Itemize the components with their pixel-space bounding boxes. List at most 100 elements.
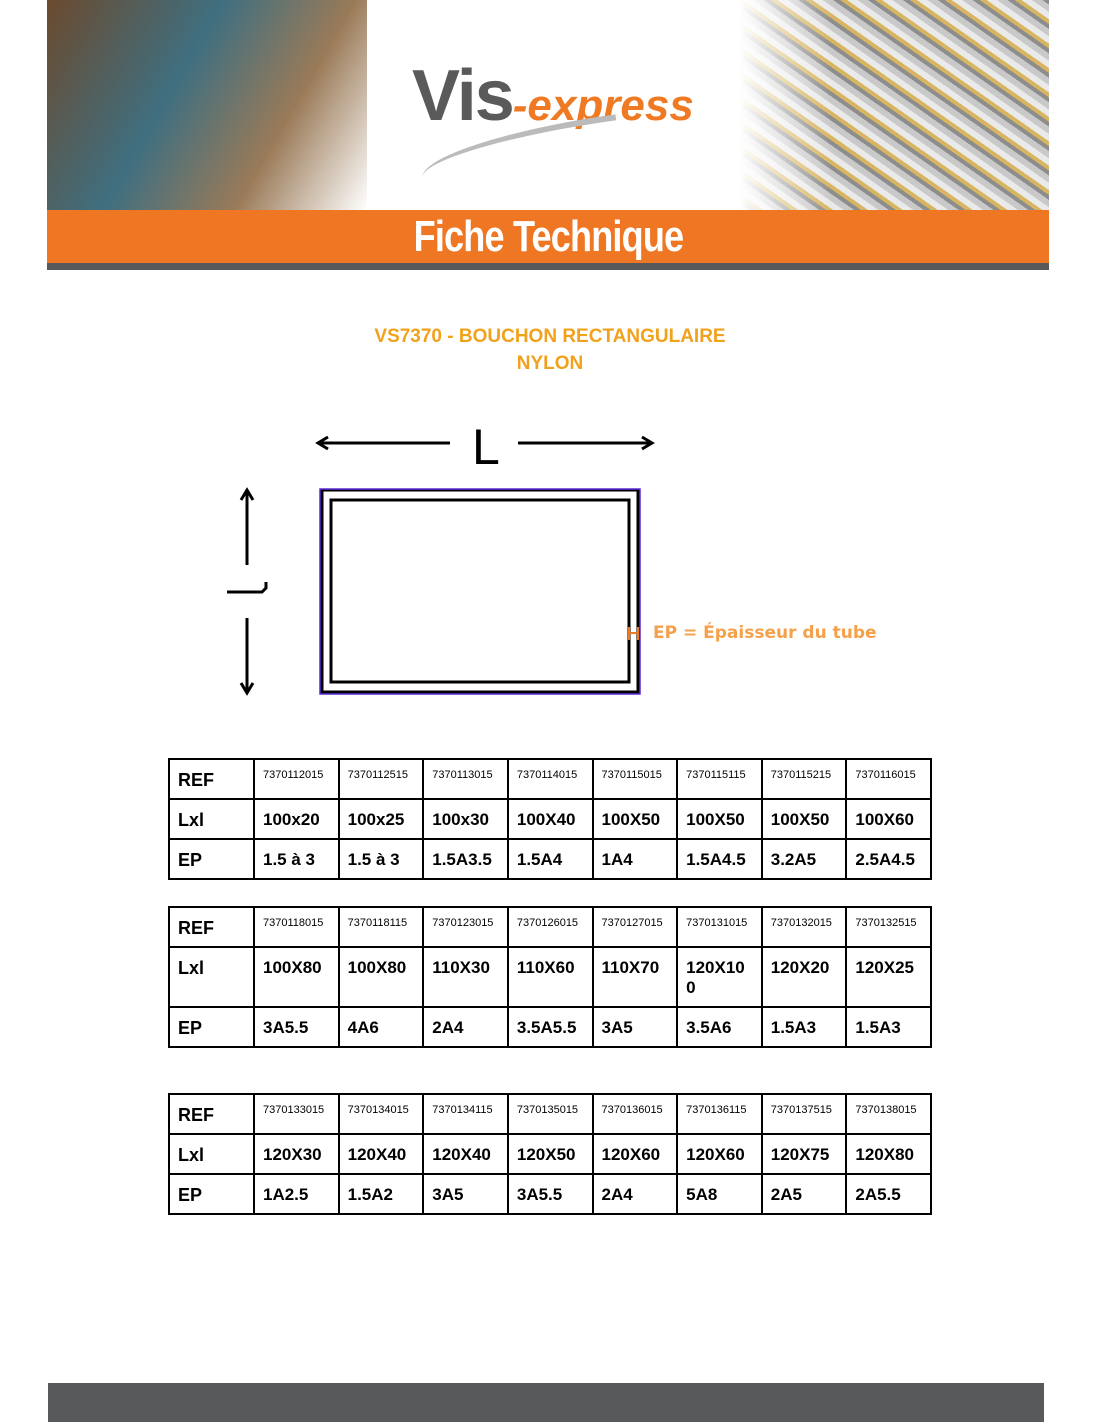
ep-legend: EP = Épaisseur du tube [653,623,877,643]
cell-lxl: 110X70 [591,946,679,1008]
cell-lxl: 120X100 [676,946,763,1008]
cell-ref: 7370115015 [591,758,679,800]
screws-photo [739,0,1049,210]
cell-ref: 7370137515 [760,1093,848,1135]
table-row-ref: REF 7370133015 7370134015 7370134115 7370135… [168,1093,932,1135]
cell-ep: 2A5.5 [845,1173,932,1215]
cell-ref: 7370138015 [845,1093,932,1135]
cell-ep: 3.5A6 [676,1006,763,1048]
cell-ep: 1.5 à 3 [253,838,340,880]
selection-outline [319,488,641,695]
row-label: REF [168,1093,255,1135]
cell-lxl: 100x25 [337,798,425,840]
cell-ep: 2A5 [760,1173,848,1215]
table-row-ref: REF 7370112015 7370112515 7370113015 7370114… [168,758,932,800]
cell-lxl: 120X50 [506,1133,594,1175]
cell-ref: 7370114015 [506,758,594,800]
table-row-lxl: Lxl 100x20 100x25 100x30 100X40 100X50 100X50 1… [168,798,932,840]
cell-ep: 1A4 [591,838,679,880]
cell-lxl: 110X60 [506,946,594,1008]
outer-rectangle [320,488,640,694]
inner-rectangle [329,498,631,684]
row-label: Lxl [168,798,255,840]
table-row-lxl: Lxl 120X30 120X40 120X40 120X50 120X60 120X60 1… [168,1133,932,1175]
cell-lxl: 120X25 [845,946,932,1008]
cell-lxl: 100X80 [253,946,340,1008]
cell-lxl: 100X50 [591,798,679,840]
arrowhead-left [315,435,329,451]
cell-ref: 7370123015 [422,906,509,948]
spec-table-3: REF 7370133015 7370134015 7370134115 7370135… [168,1093,932,1215]
footer-bar [48,1383,1044,1422]
arrowhead-down [239,682,255,696]
cell-lxl: 120X60 [591,1133,679,1175]
cell-ep: 1.5 à 3 [337,838,425,880]
cell-lxl: 120X60 [676,1133,763,1175]
cell-ep: 3A5 [422,1173,509,1215]
cell-lxl: 120X80 [845,1133,932,1175]
cell-ref: 7370135015 [506,1093,594,1135]
table-row-ep: EP 1.5 à 3 1.5 à 3 1.5A3.5 1.5A4 1A4 1.5A4.5 3.… [168,838,932,880]
header-banner: Vis-express Fiche Technique [47,0,1049,270]
cell-lxl: 120X40 [337,1133,425,1175]
cell-ep: 1.5A2 [337,1173,425,1215]
cell-lxl: 120X75 [760,1133,848,1175]
banner-title: Fiche Technique [413,212,684,261]
cell-lxl: 100x20 [253,798,340,840]
cell-ref: 7370134015 [337,1093,425,1135]
cell-lxl: 100X50 [676,798,763,840]
cell-ep: 3A5 [591,1006,679,1048]
length-label: L [472,419,500,475]
cell-ep: 2A4 [422,1006,509,1048]
arrowhead-up [239,487,255,501]
row-label: EP [168,1173,255,1215]
cell-ep: 3A5.5 [506,1173,594,1215]
cell-ep: 3.2A5 [760,838,848,880]
cell-ep: 1.5A4 [506,838,594,880]
banner-divider [47,263,1049,270]
cell-ref: 7370113015 [422,758,509,800]
cell-ref: 7370131015 [676,906,763,948]
cell-lxl: 100X60 [845,798,932,840]
cell-ref: 7370118015 [253,906,340,948]
logo: Vis-express [412,55,694,137]
cell-ep: 4A6 [337,1006,425,1048]
cell-lxl: 120X40 [422,1133,509,1175]
cell-ep: 1.5A3 [760,1006,848,1048]
cell-ref: 7370136015 [591,1093,679,1135]
cell-ref: 7370118115 [337,906,425,948]
cell-ref: 7370132515 [845,906,932,948]
row-label: Lxl [168,946,255,1008]
cell-ref: 7370112015 [253,758,340,800]
cell-ref: 7370115215 [760,758,848,800]
spec-table-1: REF 7370112015 7370112515 7370113015 7370114… [168,758,932,880]
logo-main: Vis [412,56,515,136]
logo-suffix: -express [512,81,694,130]
row-label: EP [168,838,255,880]
banner-title-bar: Fiche Technique [47,210,1049,263]
cell-ep: 5A8 [676,1173,763,1215]
cell-lxl: 100X80 [337,946,425,1008]
cell-ep: 2A4 [591,1173,679,1215]
spec-table-2: REF 7370118015 7370118115 7370123015 7370126… [168,906,932,1048]
row-label: REF [168,758,255,800]
cell-ref: 7370126015 [506,906,594,948]
cell-ep: 3A5.5 [253,1006,340,1048]
row-label: Lxl [168,1133,255,1175]
dimension-diagram [227,435,655,696]
product-title-line2: NYLON [516,353,584,374]
table-row-lxl: Lxl 100X80 100X80 110X30 110X60 110X70 120X100… [168,946,932,1008]
cell-ref: 7370115115 [676,758,763,800]
cell-lxl: 110X30 [422,946,509,1008]
cell-ep: 3.5A5.5 [506,1006,594,1048]
cell-ep: 2.5A4.5 [845,838,932,880]
cell-ep: 1A2.5 [253,1173,340,1215]
cell-ref: 7370112515 [337,758,425,800]
table-row-ref: REF 7370118015 7370118115 7370123015 7370126… [168,906,932,948]
cell-lxl: 100x30 [422,798,509,840]
cell-lxl: 120X30 [253,1133,340,1175]
cell-ref: 7370127015 [591,906,679,948]
product-title-line1: VS7370 - BOUCHON RECTANGULAIRE [374,326,726,347]
cell-ref: 7370133015 [253,1093,340,1135]
row-label: EP [168,1006,255,1048]
